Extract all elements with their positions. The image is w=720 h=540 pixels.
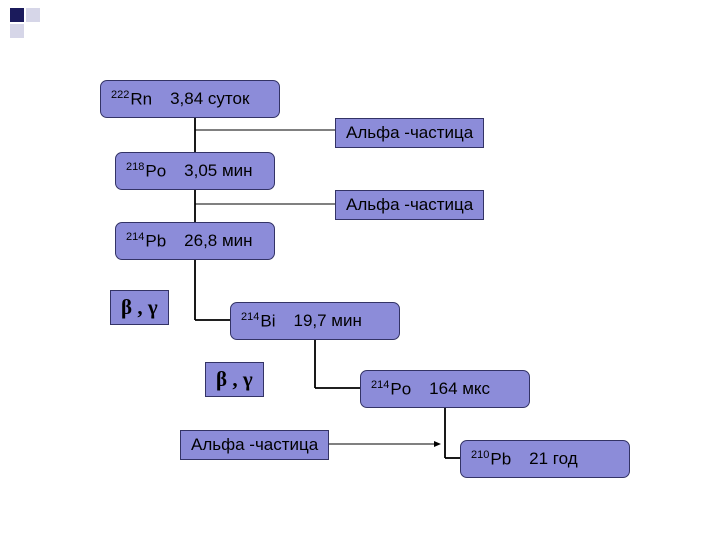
- decor-square: [10, 8, 24, 22]
- isotope: 214Pb: [126, 231, 166, 252]
- decay-label-bg2: β , γ: [205, 362, 264, 397]
- decor-square: [10, 24, 24, 38]
- nuclide-pb214: 214Pb 26,8 мин: [115, 222, 275, 260]
- nuclide-pb210: 210Pb 21 год: [460, 440, 630, 478]
- half-life: 3,84 суток: [170, 89, 249, 109]
- decay-label-bg1: β , γ: [110, 290, 169, 325]
- decor-square: [26, 8, 40, 22]
- half-life: 3,05 мин: [184, 161, 252, 181]
- decay-label-a3: Альфа -частица: [180, 430, 329, 460]
- half-life: 21 год: [529, 449, 577, 469]
- nuclide-rn222: 222Rn 3,84 суток: [100, 80, 280, 118]
- isotope: 222Rn: [111, 89, 152, 110]
- isotope: 210Pb: [471, 449, 511, 470]
- isotope: 214Bi: [241, 311, 275, 332]
- half-life: 19,7 мин: [293, 311, 361, 331]
- half-life: 26,8 мин: [184, 231, 252, 251]
- isotope: 218Po: [126, 161, 166, 182]
- nuclide-bi214: 214Bi 19,7 мин: [230, 302, 400, 340]
- nuclide-po214: 214Po 164 мкс: [360, 370, 530, 408]
- half-life: 164 мкс: [429, 379, 490, 399]
- decay-label-a1: Альфа -частица: [335, 118, 484, 148]
- decay-label-a2: Альфа -частица: [335, 190, 484, 220]
- nuclide-po218: 218Po 3,05 мин: [115, 152, 275, 190]
- isotope: 214Po: [371, 379, 411, 400]
